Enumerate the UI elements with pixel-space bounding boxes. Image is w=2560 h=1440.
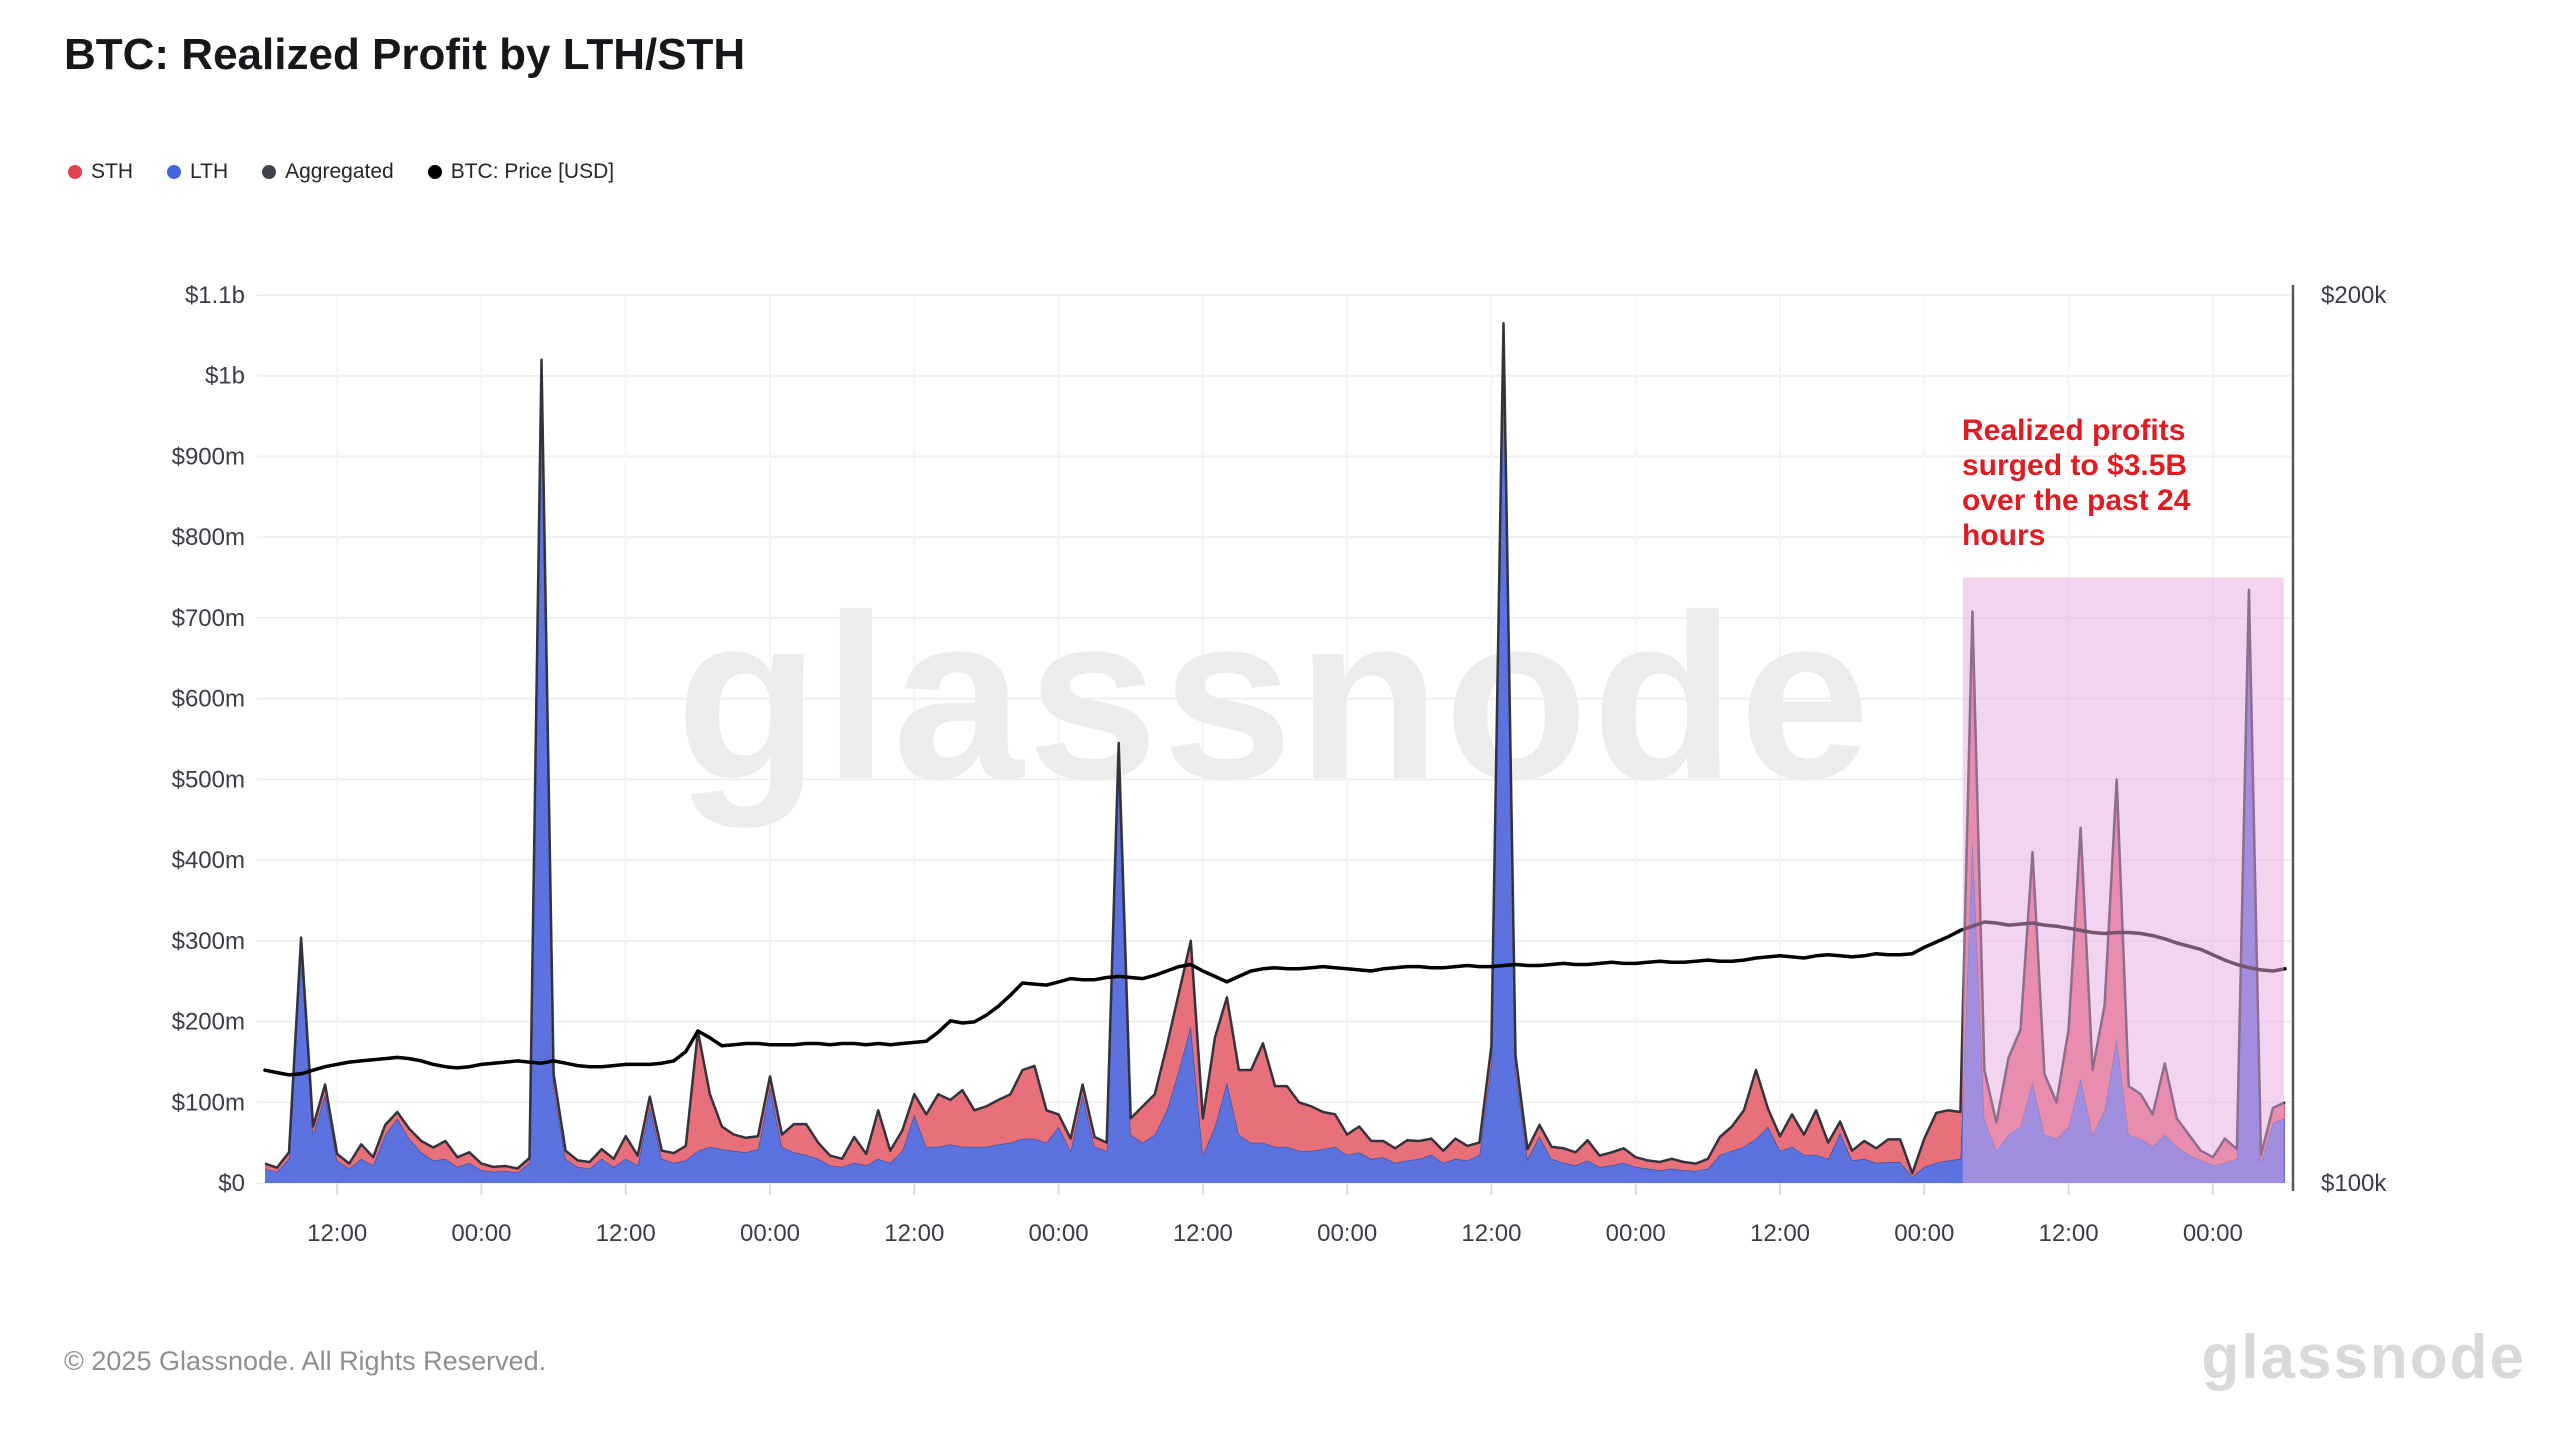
copyright-text: © 2025 Glassnode. All Rights Reserved.: [64, 1346, 547, 1376]
y-left-tick-label: $0: [218, 1170, 245, 1197]
x-tick-label: 12:00: [307, 1220, 367, 1247]
legend-item-label: STH: [91, 160, 133, 183]
x-tick-label: 00:00: [1894, 1220, 1954, 1247]
glassnode-watermark: glassnode: [676, 565, 1874, 828]
annotation-realized-profits: Realized profits surged to $3.5B over th…: [1962, 414, 2191, 552]
legend-item-btc-price-usd[interactable]: BTC: Price [USD]: [427, 160, 615, 184]
aggregated-line-series: [264, 322, 2286, 1175]
y-left-tick-label: $1b: [205, 363, 245, 390]
legend-dot-icon: [262, 165, 277, 179]
x-tick-label: 00:00: [1606, 1220, 1666, 1247]
y-left-tick-label: $700m: [172, 605, 245, 632]
legend-dot-icon: [68, 165, 82, 179]
y-left-tick-label: $100m: [172, 1089, 245, 1116]
y-left-tick-label: $300m: [172, 928, 245, 955]
y-left-tick-label: $900m: [172, 443, 245, 470]
y-left-tick-label: $500m: [172, 766, 245, 793]
x-tick-label: 00:00: [1317, 1220, 1377, 1247]
y-right-tick-label: $200k: [2321, 282, 2387, 309]
legend-item-label: LTH: [190, 160, 229, 183]
legend-item-label: Aggregated: [285, 160, 394, 183]
x-tick-label: 12:00: [1173, 1220, 1233, 1247]
x-tick-label: 12:00: [2039, 1220, 2099, 1247]
x-tick-label: 12:00: [884, 1220, 944, 1247]
btc-price-line-series: [263, 920, 2287, 1077]
y-left-tick-label: $600m: [172, 686, 245, 713]
glassnode-logo: glassnode: [2201, 1323, 2526, 1392]
x-tick-label: 12:00: [1461, 1220, 1521, 1247]
y-left-tick-label: $400m: [172, 847, 245, 874]
legend-dot-icon: [427, 165, 442, 179]
highlight-region: [1962, 577, 2284, 1183]
x-tick-label: 00:00: [1029, 1220, 1089, 1247]
y-left-tick-label: $800m: [172, 524, 245, 551]
legend-item-lth[interactable]: LTH: [167, 160, 228, 184]
x-tick-label: 12:00: [596, 1220, 656, 1247]
legend-dot-icon: [167, 165, 181, 179]
legend-item-aggregated[interactable]: Aggregated: [262, 160, 394, 184]
legend-item-label: BTC: Price [USD]: [450, 160, 615, 183]
legend: STH LTH Aggregated BTC: Price [USD]: [68, 160, 614, 184]
page-title: BTC: Realized Profit by LTH/STH: [64, 30, 746, 79]
legend-item-sth[interactable]: STH: [68, 160, 133, 184]
x-tick-label: 12:00: [1750, 1220, 1810, 1247]
y-left-tick-label: $1.1b: [185, 282, 245, 309]
x-tick-label: 00:00: [451, 1220, 511, 1247]
x-tick-label: 00:00: [2183, 1220, 2243, 1247]
x-tick-label: 00:00: [740, 1220, 800, 1247]
y-left-tick-label: $200m: [172, 1009, 245, 1036]
y-right-tick-label: $100k: [2321, 1170, 2387, 1197]
